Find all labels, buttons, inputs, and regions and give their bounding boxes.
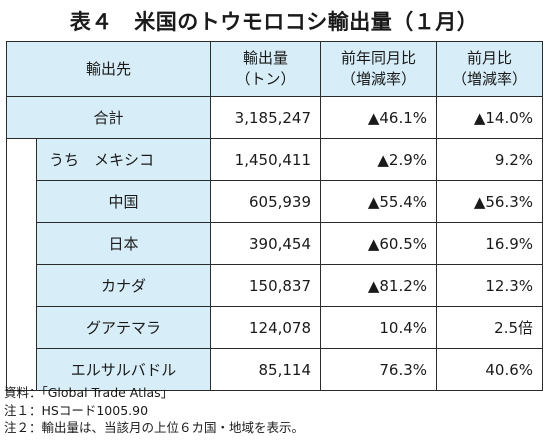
volume-cell: 605,939 [210,180,322,223]
table-header-row: 輸出先 輸出量 （トン） 前年同月比 （増減率） 前月比 （増減率） [5,41,544,97]
mom-cell: 9.2% [436,138,544,181]
volume-cell: 85,114 [210,348,322,391]
row-label: 中国 [35,180,212,223]
mom-cell: ▲14.0% [436,96,544,139]
volume-cell: 1,450,411 [210,138,322,181]
yoy-cell: ▲55.4% [320,180,438,223]
footnotes: 資料：「Global Trade Atlas」 注１：HSコード1005.90 … [4,384,304,437]
header-mom: 前月比 （増減率） [436,41,544,97]
table-title: 表４ 米国のトウモロコシ輸出量（１月） [69,10,479,34]
row-label: グアテマラ [35,306,212,349]
row-label: カナダ [35,264,212,307]
table-row-china: 中国 605,939 ▲55.4% ▲56.3% [7,180,544,223]
yoy-cell: 76.3% [320,348,438,391]
mom-cell: 16.9% [436,222,544,265]
mom-cell: ▲56.3% [436,180,544,223]
table-row-total: 合計 3,185,247 ▲46.1% ▲14.0% [5,96,544,139]
note-1: 注１：HSコード1005.90 [4,402,149,418]
yoy-cell: 10.4% [320,306,438,349]
export-table: 輸出先 輸出量 （トン） 前年同月比 （増減率） 前月比 （増減率） 合計 3,… [5,41,544,391]
table-row-el-salvador: エルサルバドル 85,114 76.3% 40.6% [7,348,544,391]
mom-cell: 12.3% [436,264,544,307]
yoy-cell: ▲60.5% [320,222,438,265]
table-row-japan: 日本 390,454 ▲60.5% 16.9% [7,222,544,265]
header-yoy: 前年同月比 （増減率） [320,41,438,97]
table-row-canada: カナダ 150,837 ▲81.2% 12.3% [7,264,544,307]
indent-spacer [6,138,37,391]
row-label: エルサルバドル [35,348,212,391]
row-label: 日本 [35,222,212,265]
yoy-cell: ▲46.1% [320,96,438,139]
yoy-cell: ▲2.9% [320,138,438,181]
table-row-guatemala: グアテマラ 124,078 10.4% 2.5倍 [7,306,544,349]
mom-cell: 2.5倍 [436,306,544,349]
volume-cell: 150,837 [210,264,322,307]
table-row-mexico: うち メキシコ 1,450,411 ▲2.9% 9.2% [6,138,544,391]
source-note: 資料：「Global Trade Atlas」 [4,385,174,400]
volume-cell: 124,078 [210,306,322,349]
header-volume: 輸出量 （トン） [210,41,322,97]
volume-cell: 3,185,247 [210,96,322,139]
row-label: うち メキシコ [35,138,212,181]
yoy-cell: ▲81.2% [320,264,438,307]
row-label: 合計 [5,96,212,139]
header-destination: 輸出先 [5,41,212,97]
mom-cell: 40.6% [436,348,544,391]
volume-cell: 390,454 [210,222,322,265]
note-2: 注２：輸出量は、当該月の上位６カ国・地域を表示。 [4,420,305,435]
